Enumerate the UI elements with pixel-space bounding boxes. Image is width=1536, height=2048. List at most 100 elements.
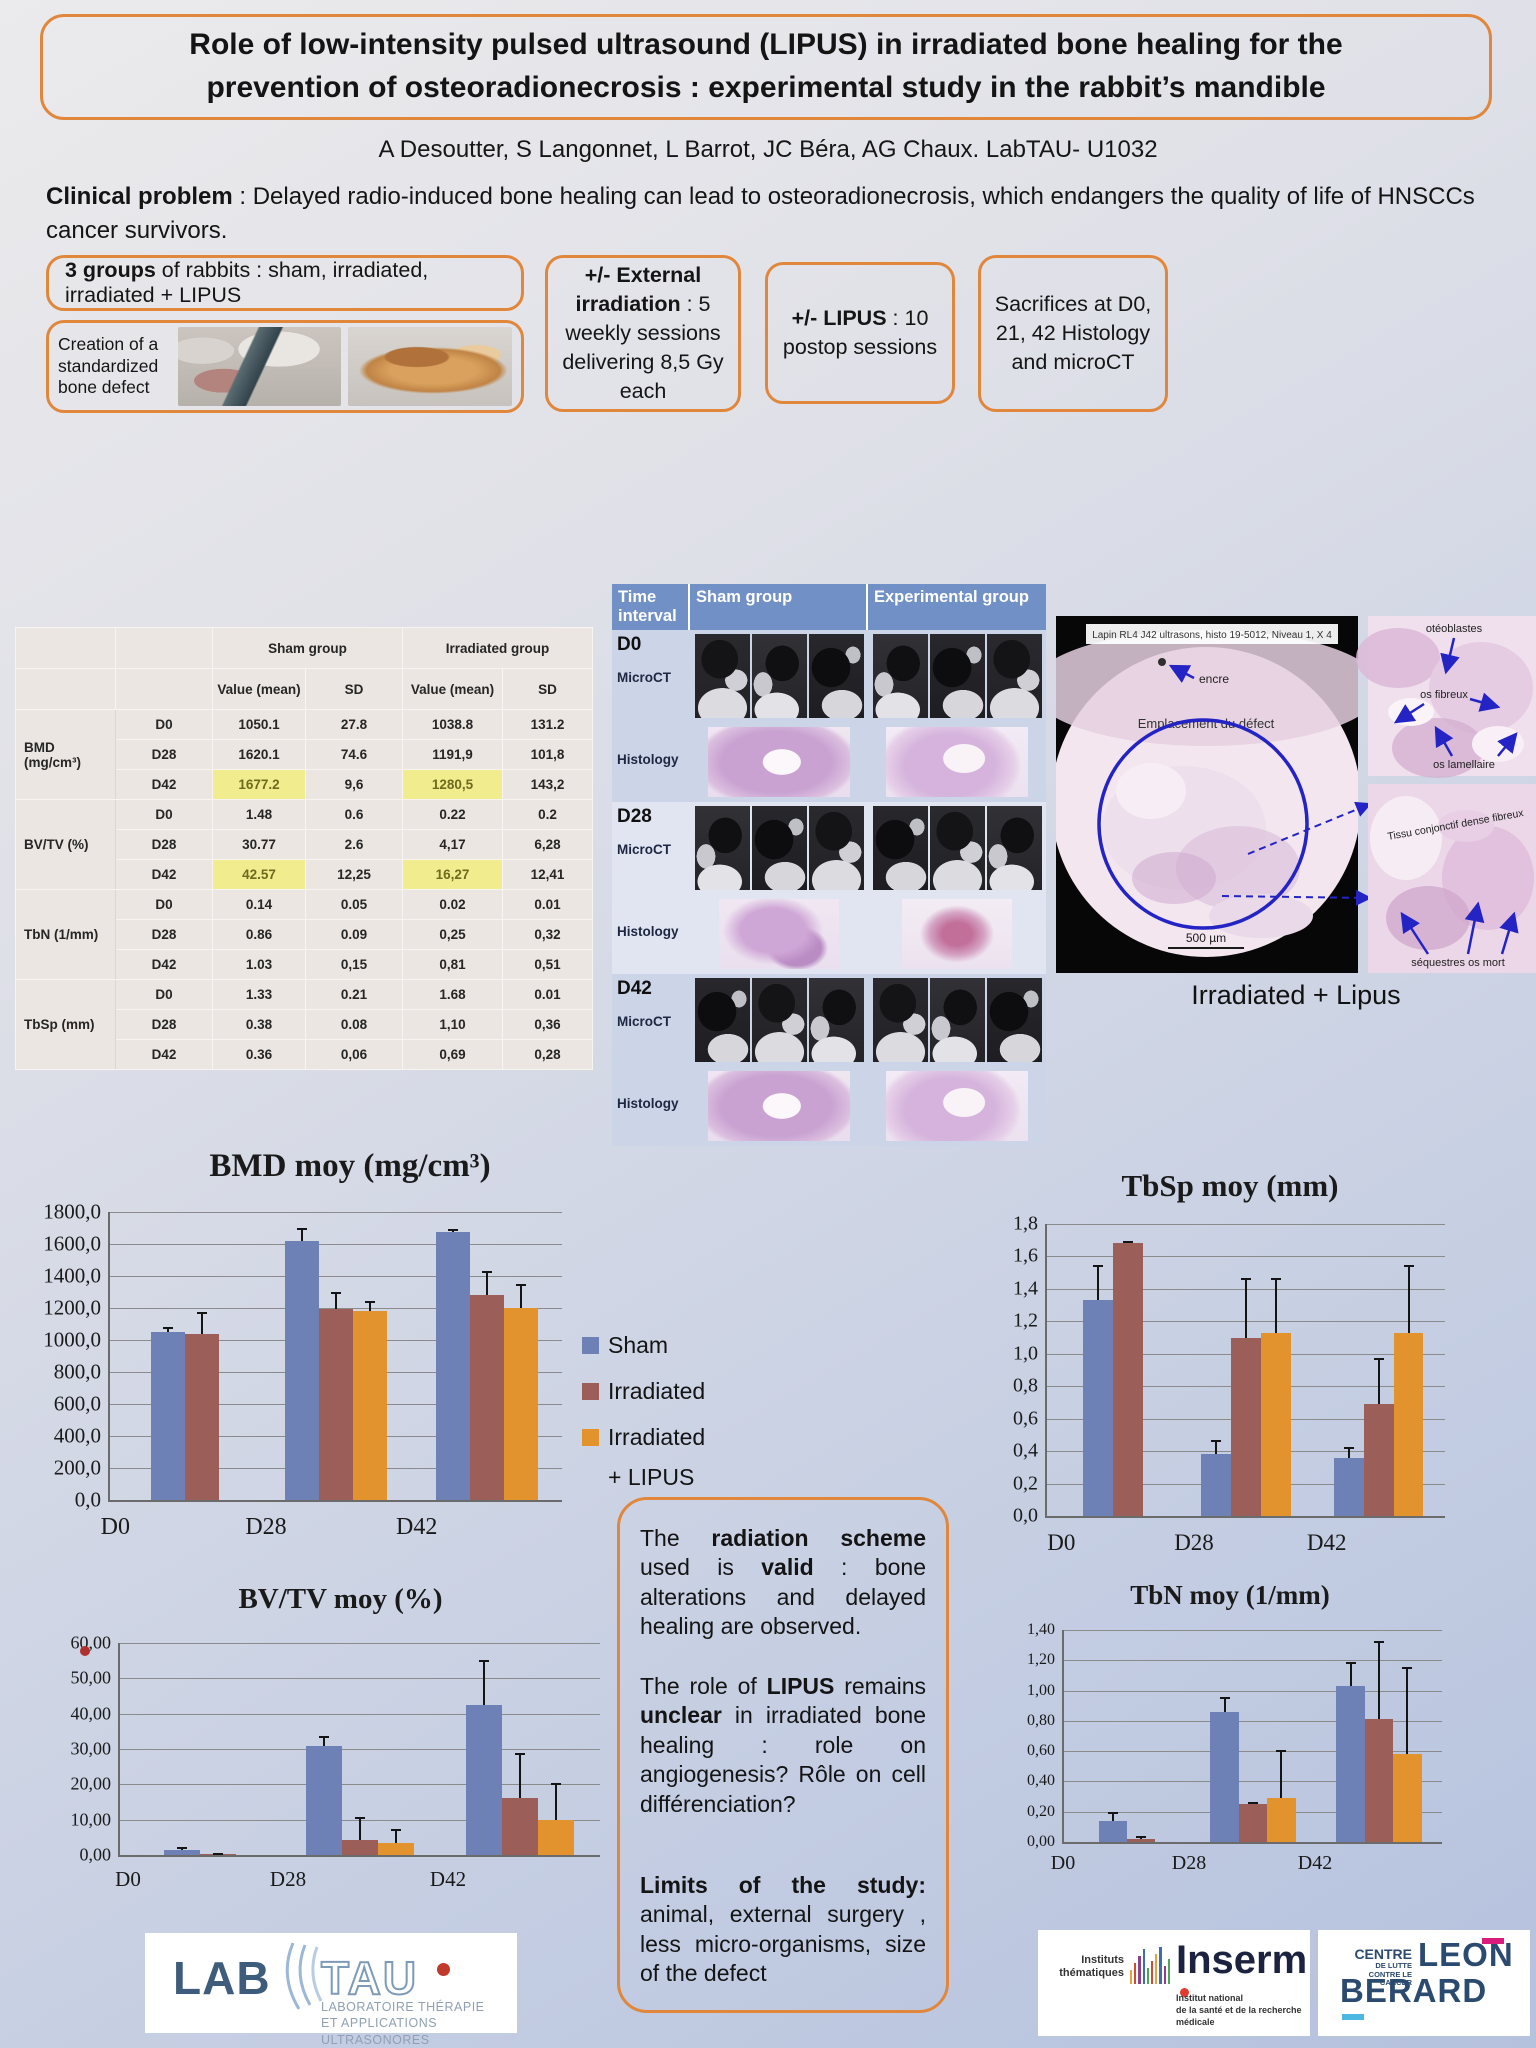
- error-bar-cap: [213, 1852, 223, 1855]
- error-bar-cap: [1343, 1446, 1354, 1449]
- histology-figure-svg: Lapin RL4 J42 ultrasons, histo 19-5012, …: [1056, 616, 1536, 973]
- bar-irradiated-d42: [469, 1295, 504, 1500]
- error-bar: [301, 1228, 304, 1241]
- time-label: D28: [617, 805, 652, 827]
- value-cell: 2.6: [304, 829, 404, 860]
- timepoint-cell: D0: [115, 979, 213, 1010]
- irradiation-text: +/- External irradiation : 5 weekly sess…: [558, 261, 728, 406]
- method-box-sacrifices: Sacrifices at D0, 21, 42 Histology and m…: [978, 255, 1168, 412]
- poster-title: Role of low-intensity pulsed ultrasound …: [189, 28, 1343, 104]
- error-bar: [1274, 1279, 1277, 1333]
- error-bar-cap: [1211, 1440, 1222, 1443]
- method-box-irradiation: +/- External irradiation : 5 weekly sess…: [545, 255, 741, 412]
- bar-sham-d42: [1333, 1457, 1364, 1516]
- value-cell: 1.48: [212, 799, 306, 830]
- value-cell: 0,15: [304, 949, 404, 980]
- y-tick-label: 1,0: [1013, 1342, 1038, 1365]
- value-cell: 1050.1: [212, 709, 306, 740]
- results-table: Sham group Irradiated group Value (mean)…: [15, 627, 594, 1070]
- berard-pink-bar: [1482, 1938, 1504, 1944]
- defect-circle-annotation: [1097, 718, 1309, 930]
- bar-irradiated-lipus-d28: [1260, 1332, 1291, 1516]
- value-cell: 131.2: [502, 709, 594, 740]
- method-box-lipus: +/- LIPUS : 10 postop sessions: [765, 262, 955, 404]
- parameter-cell: BV/TV (%): [15, 799, 116, 890]
- value-cell: 30.77: [212, 829, 306, 860]
- os-fibreux-label: os fibreux: [1420, 689, 1468, 701]
- bar-irradiated-d28: [1231, 1337, 1261, 1516]
- timepoint-cell: D28: [115, 1009, 213, 1040]
- time-interval-header: Time interval: [612, 584, 690, 630]
- bar-sham-d42: [435, 1231, 470, 1500]
- error-bar-cap: [1403, 1265, 1414, 1268]
- legend-item: Irradiated: [582, 1378, 705, 1405]
- gridline: [1064, 1781, 1442, 1783]
- error-bar-cap: [331, 1292, 341, 1294]
- gridline: [1064, 1690, 1442, 1692]
- value-cell: 0.09: [304, 919, 404, 950]
- inserm-bar: [1146, 1968, 1150, 1984]
- error-bar: [1111, 1813, 1114, 1821]
- experimental-column-header: Experimental group: [874, 588, 1029, 606]
- modality-label: MicroCT: [617, 1013, 671, 1029]
- conclusion-paragraph: The radiation scheme used is valid : bon…: [640, 1524, 926, 1642]
- text-run: : bone alterations and delayed healing a…: [640, 1554, 926, 1640]
- irradiated-value-header: Value (mean): [402, 668, 504, 710]
- x-category-label: D42: [1297, 1852, 1333, 1874]
- y-tick-label: 0,4: [1013, 1439, 1038, 1462]
- value-cell: 1191,9: [402, 739, 504, 770]
- error-bar-cap: [1107, 1812, 1118, 1815]
- mandible-photo: [348, 327, 513, 406]
- table-sub-header-row: Value (mean) SD Value (mean) SD: [15, 668, 594, 710]
- method-box-defect: Creation of a standardized bone defect: [46, 320, 524, 413]
- microct-image: [694, 805, 750, 890]
- ct-row-microct: D42 MicroCT: [612, 974, 1046, 1066]
- x-category-label: D0: [115, 1867, 141, 1891]
- encre-label: encre: [1199, 672, 1229, 686]
- inserm-bar: [1167, 1959, 1171, 1984]
- error-bar: [519, 1753, 521, 1798]
- sham-value-header: Value (mean): [212, 668, 306, 710]
- inserm-bar: [1134, 1963, 1137, 1984]
- y-tick-label: 1,2: [1013, 1309, 1038, 1332]
- legend-label: Sham: [608, 1332, 669, 1358]
- value-cell: 0.2: [502, 799, 594, 830]
- gridline: [1064, 1630, 1442, 1631]
- bullet-dot: [80, 1646, 90, 1656]
- labtau-tau-text: TAU: [320, 1951, 419, 2005]
- berard-cyan-bar: [1342, 2014, 1364, 2020]
- tbn-chart-title: TbN moy (1/mm): [1130, 1580, 1330, 1610]
- timepoint-cell: D28: [115, 919, 213, 950]
- legend-swatch: [582, 1337, 599, 1354]
- modality-label: Histology: [617, 751, 679, 767]
- value-cell: 0.14: [212, 889, 306, 920]
- error-bar: [201, 1312, 204, 1334]
- value-cell: 1620.1: [212, 739, 306, 770]
- error-bar-cap: [1373, 1357, 1384, 1360]
- ct-row-microct: D28 MicroCT: [612, 802, 1046, 894]
- inserm-red-dot: [1180, 1988, 1189, 1997]
- y-tick-label: 1200,0: [43, 1295, 101, 1320]
- bar-irradiated-lipus-d42: [1393, 1754, 1422, 1842]
- value-cell: 0.36: [212, 1039, 306, 1070]
- histology-detail-bottom: Tissu conjonctif dense fibreux séquestre…: [1368, 784, 1536, 973]
- y-tick-label: 30,00: [70, 1738, 112, 1759]
- bar-irradiated-d0: [200, 1854, 236, 1855]
- experimental-image-cell: [868, 722, 1046, 802]
- modality-label: MicroCT: [617, 841, 671, 857]
- labtau-red-dot: [437, 1963, 450, 1976]
- modality-label: Histology: [617, 1095, 679, 1111]
- sham-sd-header: SD: [304, 668, 404, 710]
- sham-image-cell: [690, 802, 868, 894]
- text-run: LIPUS: [766, 1672, 835, 1699]
- microct-image: [872, 977, 928, 1062]
- error-bar-cap: [297, 1227, 308, 1230]
- y-tick-label: 50,00: [70, 1667, 112, 1688]
- bar-irradiated-lipus-d28: [378, 1842, 414, 1855]
- tbn-chart: TbN moy (1/mm) 0,00 0,20 0,40 0,60 0,80 1,00 1…: [1000, 1580, 1460, 1900]
- error-bar: [1223, 1698, 1226, 1712]
- bvtv-chart-title: BV/TV moy (%): [238, 1583, 443, 1615]
- value-cell: 0,28: [502, 1039, 594, 1070]
- ct-row-labels: D0 MicroCT: [612, 630, 690, 722]
- histology-image: [708, 726, 850, 797]
